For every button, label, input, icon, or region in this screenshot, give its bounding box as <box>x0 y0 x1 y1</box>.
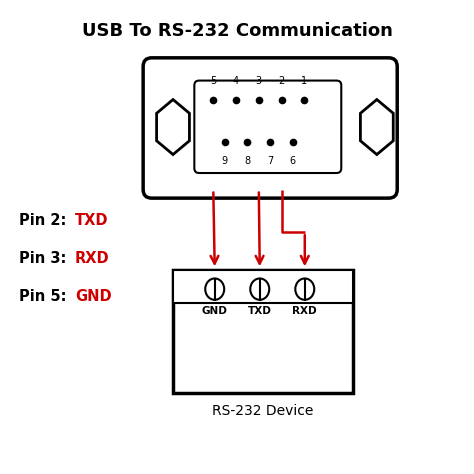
FancyBboxPatch shape <box>194 81 341 173</box>
Text: TXD: TXD <box>75 213 109 228</box>
Text: 1: 1 <box>301 76 307 86</box>
Text: 2: 2 <box>278 76 285 86</box>
Text: TXD: TXD <box>248 306 272 316</box>
Text: USB To RS-232 Communication: USB To RS-232 Communication <box>82 22 392 40</box>
Polygon shape <box>156 100 190 155</box>
Text: GND: GND <box>75 289 111 304</box>
Text: 5: 5 <box>210 76 217 86</box>
Text: Pin 3:: Pin 3: <box>19 251 72 266</box>
Text: 8: 8 <box>245 156 250 166</box>
Bar <box>173 270 353 303</box>
Text: RS-232 Device: RS-232 Device <box>212 404 314 418</box>
Text: 6: 6 <box>290 156 296 166</box>
Ellipse shape <box>205 279 224 300</box>
Text: RXD: RXD <box>292 306 317 316</box>
FancyBboxPatch shape <box>143 58 397 198</box>
Ellipse shape <box>250 279 269 300</box>
Text: 7: 7 <box>267 156 273 166</box>
Bar <box>173 270 353 393</box>
Text: 9: 9 <box>222 156 228 166</box>
Polygon shape <box>360 100 393 155</box>
Text: Pin 5:: Pin 5: <box>19 289 72 304</box>
Text: GND: GND <box>202 306 228 316</box>
Text: Pin 2:: Pin 2: <box>19 213 72 228</box>
Text: 3: 3 <box>256 76 262 86</box>
Ellipse shape <box>295 279 314 300</box>
Text: 4: 4 <box>233 76 239 86</box>
Text: RXD: RXD <box>75 251 109 266</box>
